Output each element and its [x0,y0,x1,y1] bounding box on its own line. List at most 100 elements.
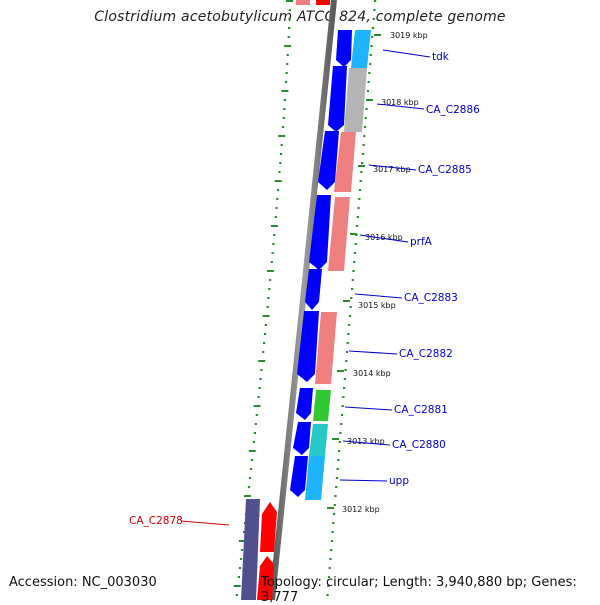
gc-dot [350,297,353,299]
gc-dot [373,9,376,11]
gc-dot [250,459,254,461]
gc-content-track [233,0,293,596]
kbp-tick-3016: 3016 kbp [350,233,403,242]
gc-dot [280,144,283,146]
gc-dot [271,252,274,254]
gc-dot [260,369,263,371]
gc-dot [272,243,275,245]
accession-text: Accession: NC_003030 [9,575,157,590]
gc-dot [266,306,269,308]
kbp-tick-3013: 3013 kbp [332,437,385,446]
cds-prfA [309,195,331,270]
cds-upp [290,456,308,497]
gc-dot [254,423,257,425]
gc-dot [339,432,342,434]
gc-dot [336,468,339,470]
gc-dot [354,243,357,245]
gc-dot [268,288,271,290]
svg-text:3018 kbp: 3018 kbp [381,98,419,107]
gc-dot [238,540,246,542]
svg-text:3012 kbp: 3012 kbp [342,505,380,514]
gc-dot [278,135,286,137]
gc-dot [338,450,341,452]
topology-text: Topology: circular; Length: 3,940,880 bp… [261,575,577,605]
gc-dot [269,279,272,281]
svg-text:3017 kbp: 3017 kbp [373,165,411,174]
cog-CA_C2882 [315,312,337,384]
gc-dot [368,72,371,74]
backbone [269,0,337,600]
gc-dot [372,18,375,20]
gc-dot [342,396,345,398]
gc-dot [359,180,362,182]
gc-dot [249,468,253,470]
gc-dot [276,198,279,200]
gc-dot [338,441,341,443]
gc-dot [266,270,274,272]
gc-dot [257,396,260,398]
gc-dot [369,54,372,56]
gene-label-CA_C2878[interactable]: CA_C2878 [129,515,183,527]
gc-dot [283,108,286,110]
svg-text:3013 kbp: 3013 kbp [347,437,385,446]
top-feature-red [316,0,330,5]
cog-CA_C2880 [309,424,328,456]
gc-dot [258,387,261,389]
cog-CA_C2886 [344,68,367,132]
gc-dot [326,594,329,596]
cds-CA_C2885 [318,131,339,190]
gc-dot [255,414,258,416]
gc-dot [329,558,332,560]
gc-dot [371,27,374,29]
map-title: Clostridium acetobutylicum ATCC 824, com… [94,9,506,25]
gc-dot [356,225,359,227]
cog-upp [305,456,325,500]
gc-dot [238,567,241,569]
gc-dot [357,207,360,209]
gc-dot [363,126,367,128]
gene-label-CA_C2885[interactable]: CA_C2885 [418,164,472,176]
cds-reverse-2 [257,556,274,600]
gc-dot [353,261,356,263]
cds-reverse-track [241,499,277,600]
gc-dot [263,342,266,344]
gc-dot [352,270,355,272]
gc-dot [358,198,361,200]
gc-dot [361,162,364,164]
gene-label-prfA[interactable]: prfA [410,236,433,248]
gc-dot [262,351,265,353]
kbp-tick-3017: 3017 kbp [358,165,411,174]
gc-dot [332,522,335,524]
gc-dot [366,90,369,92]
gene-label-CA_C2886[interactable]: CA_C2886 [426,104,480,116]
gc-dot [333,504,336,506]
kbp-tick-3019: 3019 kbp [374,31,428,40]
gc-dot [284,45,292,47]
gc-dot [277,189,280,191]
gc-dot [351,279,354,281]
gc-dot [330,540,333,542]
gc-dot [288,9,291,11]
gc-dot [285,72,288,74]
gene-label-CA_C2882[interactable]: CA_C2882 [399,348,453,360]
gc-dot [369,63,372,65]
gc-dot [270,225,278,227]
kbp-tick-3012: 3012 kbp [327,505,380,514]
gc-dot [330,549,333,551]
gc-dot [360,171,363,173]
gc-dot [259,378,262,380]
gene-label-tdk[interactable]: tdk [432,51,450,63]
gene-label-CA_C2883[interactable]: CA_C2883 [404,292,458,304]
gene-label-CA_C2881[interactable]: CA_C2881 [394,404,448,416]
cds-CA_C2881 [296,388,313,420]
gc-dot [247,486,251,488]
gc-dot [343,378,346,380]
gc-dot [286,0,293,2]
gc-dot [346,342,349,344]
gc-dot [288,27,291,29]
gc-dot [344,369,347,371]
gene-label-upp[interactable]: upp [389,475,409,487]
gene-label-CA_C2880[interactable]: CA_C2880 [392,439,446,451]
svg-text:3019 kbp: 3019 kbp [390,31,428,40]
